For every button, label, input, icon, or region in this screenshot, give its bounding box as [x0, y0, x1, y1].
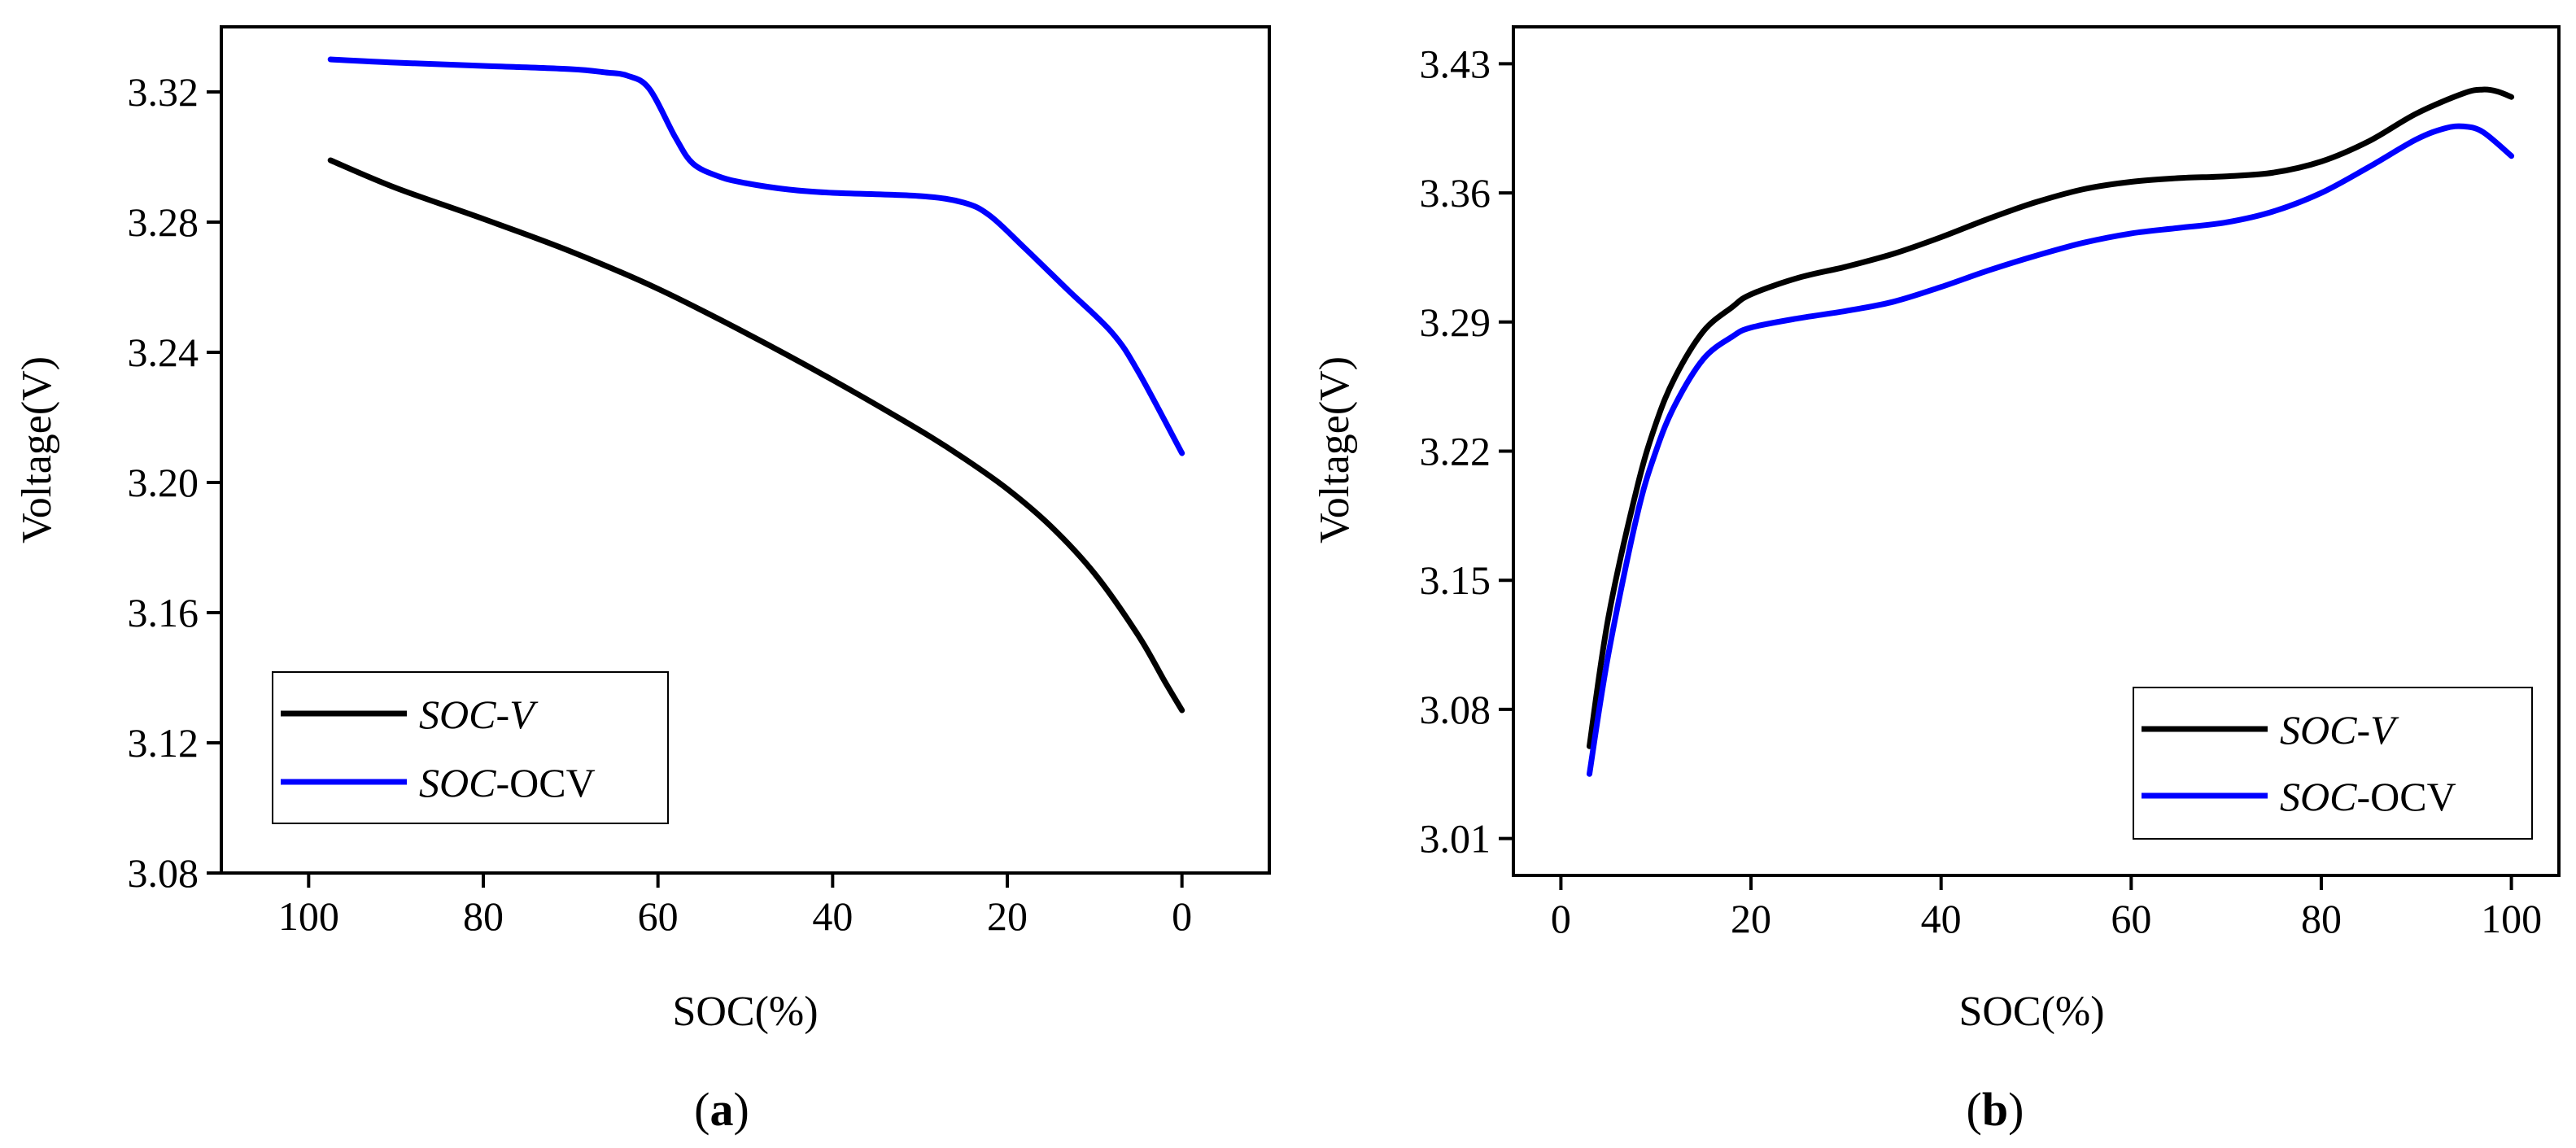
chart-b-ylabel: Voltage(V)	[1312, 356, 1358, 543]
chart-b-ytick-label-1: 3.08	[1420, 687, 1491, 732]
chart-b-legend-label-2-italic: SOC	[2280, 774, 2357, 819]
chart-b-legend-label-1-italic: SOC	[2280, 707, 2357, 753]
chart-a-legend-label-2-italic: SOC	[419, 760, 496, 805]
chart-b-legend-box	[2133, 687, 2533, 840]
chart-b-series-layer	[1587, 86, 2515, 777]
chart-b-xtick-label-1: 20	[1731, 896, 1771, 941]
chart-b-xtick-label-4: 80	[2301, 896, 2342, 941]
chart-a-panel-label: (a)	[694, 1083, 749, 1136]
chart-a-ytick-label-5: 3.28	[128, 199, 199, 245]
chart-b-ytick-label-5: 3.36	[1420, 170, 1491, 216]
chart-b-ytick-label-6: 3.43	[1420, 41, 1491, 86]
chart-b-xtick-label-2: 40	[1921, 896, 1962, 941]
chart-b-series-soc-v-line	[1587, 86, 2515, 749]
chart-b-legend-label-1-rest: -V	[2356, 707, 2399, 753]
chart-a-ytick-label-6: 3.32	[128, 69, 199, 115]
chart-a-xtick-label-3: 40	[812, 893, 853, 939]
chart-a-frame	[220, 25, 1271, 875]
chart-b-ytick-label-2: 3.15	[1420, 557, 1491, 603]
chart-a-series-layer	[327, 56, 1185, 714]
chart-b-ytick-label-4: 3.29	[1420, 299, 1491, 345]
chart-b-xtick-label-5: 100	[2481, 896, 2542, 941]
chart-a-series-soc-v-line	[327, 157, 1185, 714]
chart-a-xtick-label-4: 20	[987, 893, 1028, 939]
chart-b-legend: SOC-V SOC-OCV	[2133, 687, 2533, 840]
chart-a-xtick-label-5: 0	[1172, 893, 1192, 939]
chart-a-xtick-label-1: 80	[463, 893, 504, 939]
chart-a-legend-label-1-rest: -V	[496, 692, 539, 737]
chart-a-ylabel: Voltage(V)	[14, 356, 60, 543]
chart-b: 0 20 40 60 80 100 3.01 3.08 3.15 3.22 3.29 3.36 3.43…	[1312, 25, 2561, 1136]
chart-b-xlabel: SOC(%)	[1958, 989, 2104, 1035]
chart-a-ytick-label-1: 3.12	[128, 720, 199, 766]
chart-a-legend: SOC-V SOC-OCV	[272, 671, 669, 824]
chart-a-legend-label-1-italic: SOC	[419, 692, 496, 737]
chart-a-xlabel: SOC(%)	[672, 989, 818, 1035]
chart-b-ytick-label-3: 3.22	[1420, 429, 1491, 474]
chart-a-tick-layer: 100 80 60 40 20 0 3.08 3.12 3.16 3.20 3.24 3.28 3.32	[128, 69, 1193, 939]
chart-b-xtick-label-3: 60	[2111, 896, 2151, 941]
chart-a-legend-label-1: SOC-V	[419, 692, 539, 737]
chart-b-series-soc-ocv-line	[1587, 123, 2515, 777]
chart-a-panel-letter: a	[710, 1083, 734, 1136]
chart-b-tick-layer: 0 20 40 60 80 100 3.01 3.08 3.15 3.22 3.29 3.36 3.43	[1420, 41, 2543, 941]
chart-a-series-soc-ocv-line	[327, 56, 1185, 456]
chart-a-legend-label-2-rest: -OCV	[496, 760, 595, 805]
chart-a-ytick-label-3: 3.20	[128, 460, 199, 505]
chart-a-legend-box	[272, 671, 669, 824]
chart-a-ytick-label-2: 3.16	[128, 590, 199, 635]
chart-a-xtick-label-2: 60	[638, 893, 679, 939]
chart-b-legend-label-2: SOC-OCV	[2280, 774, 2456, 819]
chart-b-xtick-label-0: 0	[1551, 896, 1571, 941]
chart-a-ytick-label-4: 3.24	[128, 330, 199, 375]
chart-a-ytick-label-0: 3.08	[128, 850, 199, 896]
chart-a-xtick-label-0: 100	[278, 893, 339, 939]
chart-b-panel-letter: b	[1982, 1083, 2008, 1136]
chart-a-legend-label-2: SOC-OCV	[419, 760, 596, 805]
chart-a: 100 80 60 40 20 0 3.08 3.12 3.16 3.20 3.24 3.28 3.32…	[14, 25, 1271, 1136]
chart-b-legend-label-2-rest: -OCV	[2356, 774, 2456, 819]
chart-b-ytick-label-0: 3.01	[1420, 816, 1491, 862]
chart-b-legend-label-1: SOC-V	[2280, 707, 2399, 753]
chart-b-panel-label: (b)	[1967, 1083, 2024, 1136]
